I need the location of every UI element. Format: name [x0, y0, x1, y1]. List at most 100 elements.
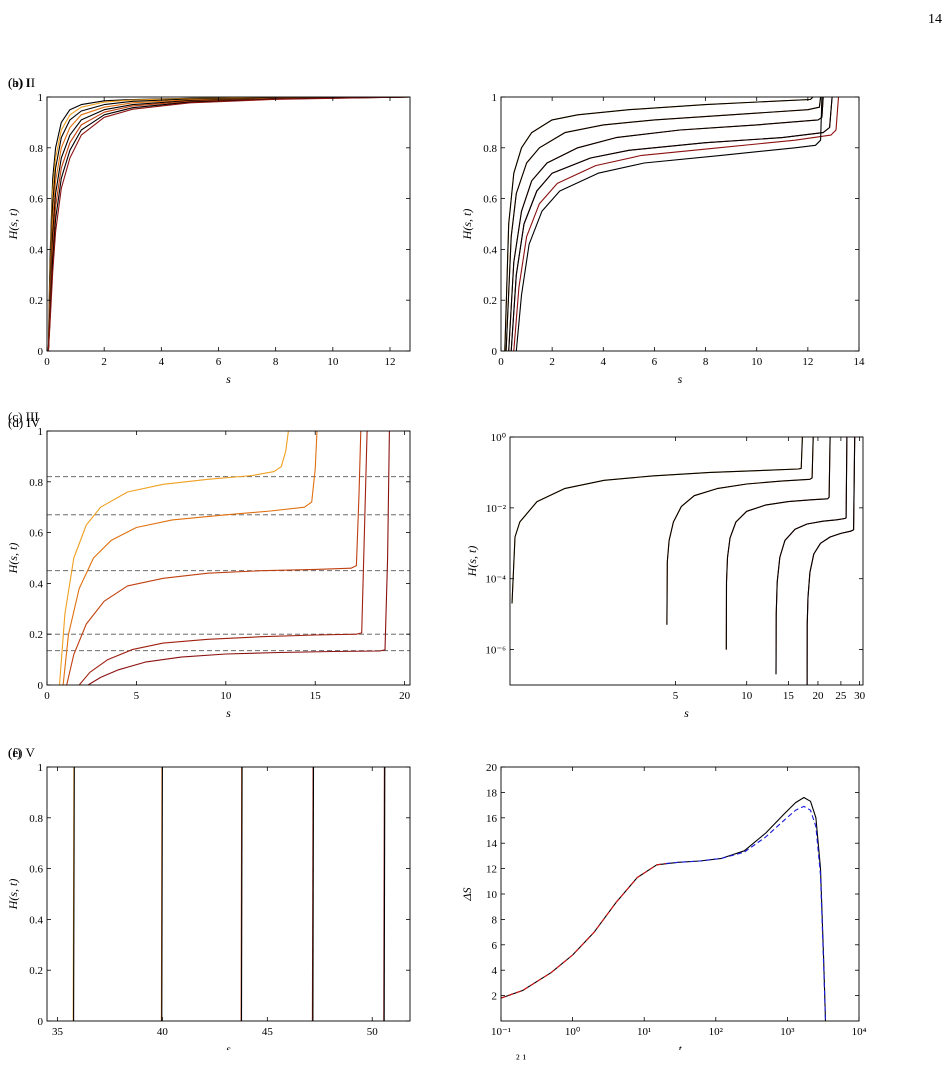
y-tick-label: 10⁻⁴ — [485, 574, 506, 586]
x-tick-label: 2 — [549, 356, 555, 368]
x-tick-label: 4 — [601, 356, 607, 368]
x-axis-label: s — [226, 372, 231, 386]
x-tick-label: 10 — [220, 690, 232, 702]
y-tick-label: 10 — [486, 889, 498, 901]
series-line-4 — [87, 431, 390, 685]
y-tick-label: 4 — [492, 965, 498, 977]
x-tick-label: 10¹ — [637, 1026, 651, 1038]
series-line-0 — [47, 97, 410, 351]
y-tick-label: 20 — [486, 762, 498, 774]
series-line-8 — [806, 437, 856, 685]
series-line-1 — [47, 97, 410, 351]
series-line-1 — [511, 437, 803, 604]
series-line-1 — [504, 97, 814, 351]
x-axis-label: t — [678, 1042, 682, 1050]
panel-e: (e) V 35 40 45 50 0 0.2 0.4 0.6 0.8 1 s H(s, t) — [6, 745, 411, 1050]
y-tick-label: 0.8 — [483, 143, 497, 155]
series-line-2 — [66, 431, 362, 685]
series-line-9 — [515, 97, 823, 351]
y-tick-label: 0 — [38, 680, 44, 692]
x-tick-label: 35 — [52, 1026, 64, 1038]
x-tick-label: 2 — [101, 356, 107, 368]
y-tick-label: 1 — [38, 762, 44, 774]
y-tick-label: 0.6 — [29, 194, 43, 206]
y-axis-label: ΔS — [460, 887, 474, 901]
y-tick-label: 0.4 — [29, 914, 43, 926]
x-axis-label: s — [684, 706, 689, 720]
x-tick-label: 12 — [802, 356, 813, 368]
y-tick-label: 1 — [38, 426, 44, 438]
series-line-2 — [666, 437, 814, 625]
y-axis-label: H(s, t) — [6, 879, 20, 911]
series-line-0 — [58, 431, 289, 685]
x-tick-label: 10 — [751, 356, 763, 368]
panel-c: (c) III 0 5 10 15 20 0 0.2 0.4 0.6 0.8 1 s H(s, t) — [6, 409, 411, 720]
axes-frame — [46, 766, 411, 1022]
page-number: 14 — [928, 12, 942, 27]
y-tick-label: 0.6 — [29, 528, 43, 540]
y-tick-label: 0.4 — [29, 578, 43, 590]
series-line-6 — [510, 97, 833, 351]
x-tick-label: 14 — [854, 356, 866, 368]
y-tick-label: 0.2 — [29, 629, 43, 641]
series-line-0 — [501, 796, 827, 1021]
series-line-4 — [47, 97, 410, 351]
x-tick-label: 15 — [783, 690, 795, 702]
y-tick-label: 6 — [492, 940, 498, 952]
y-tick-label: 0.2 — [29, 295, 43, 307]
series-line-3 — [47, 97, 410, 351]
y-tick-label: 0.2 — [29, 965, 43, 977]
caption-text: ² ¹ — [516, 1052, 527, 1066]
axes-frame — [46, 430, 411, 686]
x-tick-label: 10 — [741, 690, 753, 702]
y-tick-label: 10⁰ — [491, 432, 507, 444]
series-line-5 — [508, 97, 824, 351]
y-tick-label: 10⁻⁶ — [485, 645, 506, 657]
series-line-2 — [505, 97, 822, 351]
y-tick-label: 0.8 — [29, 477, 43, 489]
series-line-7 — [510, 97, 833, 351]
x-tick-label: 25 — [835, 690, 847, 702]
x-tick-label: 20 — [399, 690, 411, 702]
series-line-9 — [383, 767, 386, 1021]
x-tick-label: 8 — [273, 356, 279, 368]
y-axis-label: H(s, t) — [6, 543, 20, 575]
x-tick-label: 50 — [367, 1026, 379, 1038]
y-tick-label: 10⁻² — [486, 503, 507, 515]
x-axis-label: s — [226, 706, 231, 720]
y-tick-label: 2 — [492, 991, 498, 1003]
axes-frame — [46, 96, 411, 352]
series-group — [58, 431, 390, 685]
x-tick-label: 45 — [262, 1026, 274, 1038]
y-tick-label: 1 — [38, 92, 44, 104]
y-tick-label: 16 — [486, 813, 498, 825]
y-tick-label: 0.2 — [483, 295, 497, 307]
series-line-9 — [806, 437, 856, 685]
axes-frame — [500, 96, 860, 352]
x-tick-label: 12 — [384, 356, 395, 368]
x-tick-label: 0 — [44, 356, 50, 368]
x-tick-label: 8 — [703, 356, 709, 368]
series-line-3 — [666, 437, 814, 625]
panel-label: (a) I — [8, 75, 30, 90]
y-tick-label: 0.6 — [483, 194, 497, 206]
series-line-1 — [73, 767, 75, 1021]
x-tick-label: 6 — [652, 356, 658, 368]
x-tick-label: 0 — [498, 356, 504, 368]
x-tick-label: 10⁰ — [565, 1026, 581, 1038]
series-line-2 — [47, 97, 410, 351]
series-line-2 — [665, 805, 827, 1021]
series-line-1 — [62, 431, 318, 685]
y-tick-label: 0.4 — [29, 244, 43, 256]
y-axis-label: H(s, t) — [465, 546, 479, 578]
series-line-3 — [78, 431, 368, 685]
series-line-3 — [161, 767, 163, 1021]
x-tick-label: 4 — [159, 356, 165, 368]
y-tick-label: 0 — [38, 1016, 44, 1028]
panel-label: (b) II — [8, 75, 35, 90]
series-line-6 — [775, 437, 848, 675]
x-tick-label: 15 — [310, 690, 322, 702]
